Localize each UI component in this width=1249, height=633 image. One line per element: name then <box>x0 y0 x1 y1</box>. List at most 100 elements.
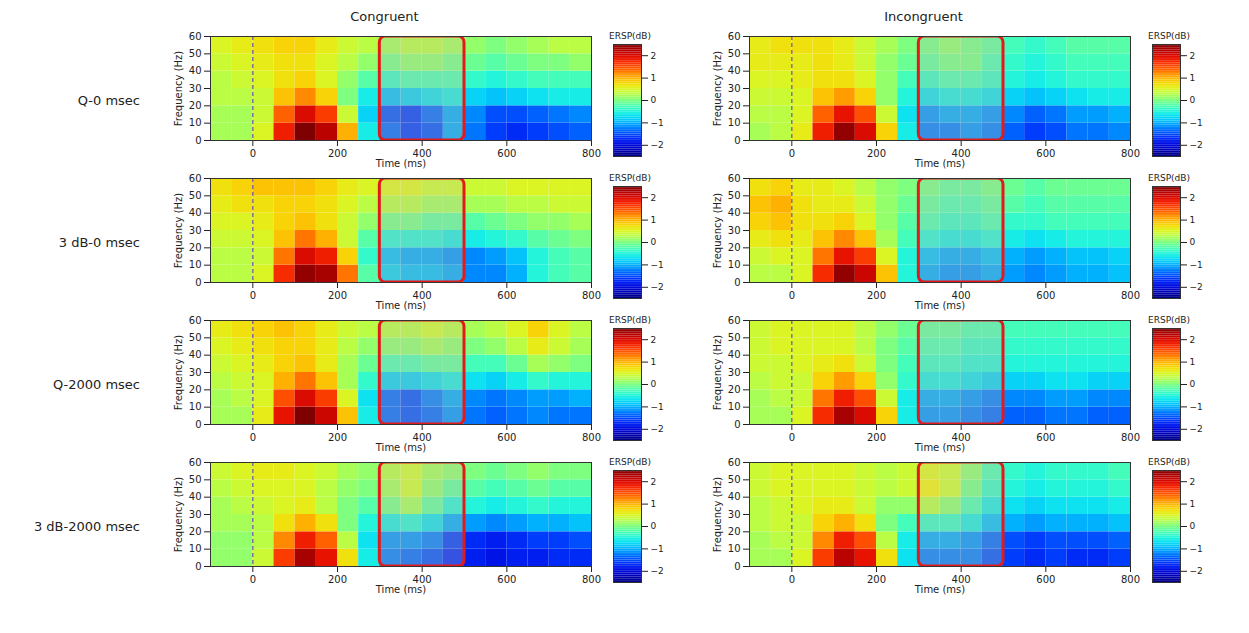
svg-text:Frequency (Hz): Frequency (Hz) <box>173 477 184 553</box>
svg-text:10: 10 <box>189 401 202 412</box>
svg-text:0: 0 <box>789 574 795 585</box>
svg-text:2: 2 <box>651 193 657 203</box>
svg-text:0: 0 <box>250 148 256 159</box>
svg-text:800: 800 <box>582 148 601 159</box>
svg-text:20: 20 <box>189 242 202 253</box>
svg-text:40: 40 <box>728 65 741 76</box>
svg-text:Time (ms): Time (ms) <box>914 300 966 311</box>
svg-text:1: 1 <box>651 73 657 83</box>
svg-text:0: 0 <box>651 521 657 531</box>
svg-text:−2: −2 <box>651 282 664 292</box>
svg-text:Frequency (Hz): Frequency (Hz) <box>712 193 723 269</box>
svg-text:1: 1 <box>1190 215 1196 225</box>
svg-text:Time (ms): Time (ms) <box>375 158 427 169</box>
svg-text:−2: −2 <box>651 140 664 150</box>
svg-text:0: 0 <box>789 290 795 301</box>
svg-text:−1: −1 <box>651 544 664 554</box>
svg-text:0: 0 <box>1190 95 1196 105</box>
svg-text:Frequency (Hz): Frequency (Hz) <box>173 51 184 127</box>
svg-text:10: 10 <box>728 259 741 270</box>
svg-text:Time (ms): Time (ms) <box>914 442 966 453</box>
svg-text:10: 10 <box>728 401 741 412</box>
svg-text:1: 1 <box>1190 357 1196 367</box>
svg-text:600: 600 <box>497 290 516 301</box>
svg-text:1: 1 <box>1190 499 1196 509</box>
svg-text:Time (ms): Time (ms) <box>914 584 966 595</box>
svg-text:600: 600 <box>1036 574 1055 585</box>
svg-text:20: 20 <box>189 526 202 537</box>
svg-text:2: 2 <box>1190 335 1196 345</box>
svg-text:600: 600 <box>497 574 516 585</box>
svg-text:0: 0 <box>195 561 201 572</box>
svg-text:50: 50 <box>189 190 202 201</box>
svg-text:2: 2 <box>651 51 657 61</box>
svg-text:30: 30 <box>728 367 741 378</box>
svg-text:1: 1 <box>651 215 657 225</box>
svg-text:0: 0 <box>1190 379 1196 389</box>
svg-text:800: 800 <box>582 432 601 443</box>
svg-text:40: 40 <box>189 65 202 76</box>
svg-text:−2: −2 <box>1190 282 1203 292</box>
svg-text:Frequency (Hz): Frequency (Hz) <box>173 193 184 269</box>
svg-text:20: 20 <box>728 526 741 537</box>
svg-text:−1: −1 <box>1190 402 1203 412</box>
svg-text:50: 50 <box>189 332 202 343</box>
svg-text:600: 600 <box>1036 148 1055 159</box>
svg-text:0: 0 <box>250 290 256 301</box>
svg-text:800: 800 <box>1121 148 1140 159</box>
svg-text:−2: −2 <box>651 566 664 576</box>
svg-text:0: 0 <box>734 277 740 288</box>
svg-text:800: 800 <box>582 574 601 585</box>
svg-text:60: 60 <box>189 315 202 326</box>
svg-text:800: 800 <box>1121 432 1140 443</box>
svg-text:1: 1 <box>651 357 657 367</box>
svg-text:20: 20 <box>189 384 202 395</box>
svg-text:200: 200 <box>328 290 347 301</box>
svg-text:30: 30 <box>728 509 741 520</box>
svg-text:20: 20 <box>728 242 741 253</box>
svg-text:60: 60 <box>728 31 741 42</box>
svg-text:1: 1 <box>651 499 657 509</box>
svg-text:20: 20 <box>728 384 741 395</box>
svg-text:Time (ms): Time (ms) <box>375 442 427 453</box>
svg-text:Frequency (Hz): Frequency (Hz) <box>712 477 723 553</box>
svg-text:60: 60 <box>728 457 741 468</box>
svg-text:30: 30 <box>728 83 741 94</box>
svg-text:600: 600 <box>497 432 516 443</box>
svg-text:30: 30 <box>728 225 741 236</box>
svg-text:30: 30 <box>189 83 202 94</box>
svg-text:800: 800 <box>1121 290 1140 301</box>
svg-text:50: 50 <box>728 190 741 201</box>
svg-text:40: 40 <box>728 491 741 502</box>
svg-text:60: 60 <box>728 173 741 184</box>
svg-text:40: 40 <box>728 207 741 218</box>
svg-text:200: 200 <box>328 432 347 443</box>
svg-text:−2: −2 <box>1190 140 1203 150</box>
svg-text:600: 600 <box>1036 432 1055 443</box>
svg-text:50: 50 <box>728 332 741 343</box>
svg-text:200: 200 <box>867 290 886 301</box>
svg-text:−2: −2 <box>651 424 664 434</box>
svg-text:Frequency (Hz): Frequency (Hz) <box>173 335 184 411</box>
svg-text:30: 30 <box>189 225 202 236</box>
svg-text:60: 60 <box>189 173 202 184</box>
svg-text:50: 50 <box>189 48 202 59</box>
svg-text:800: 800 <box>1121 574 1140 585</box>
svg-text:10: 10 <box>728 117 741 128</box>
svg-text:800: 800 <box>582 290 601 301</box>
svg-text:2: 2 <box>1190 51 1196 61</box>
svg-text:200: 200 <box>328 574 347 585</box>
svg-text:20: 20 <box>728 100 741 111</box>
svg-text:50: 50 <box>728 48 741 59</box>
svg-text:2: 2 <box>651 335 657 345</box>
svg-text:−1: −1 <box>1190 260 1203 270</box>
svg-text:−1: −1 <box>651 260 664 270</box>
svg-text:200: 200 <box>867 148 886 159</box>
svg-text:600: 600 <box>497 148 516 159</box>
svg-text:1: 1 <box>1190 73 1196 83</box>
svg-text:Frequency (Hz): Frequency (Hz) <box>712 51 723 127</box>
svg-text:0: 0 <box>789 432 795 443</box>
svg-text:0: 0 <box>734 135 740 146</box>
svg-text:50: 50 <box>728 474 741 485</box>
svg-text:−2: −2 <box>1190 424 1203 434</box>
